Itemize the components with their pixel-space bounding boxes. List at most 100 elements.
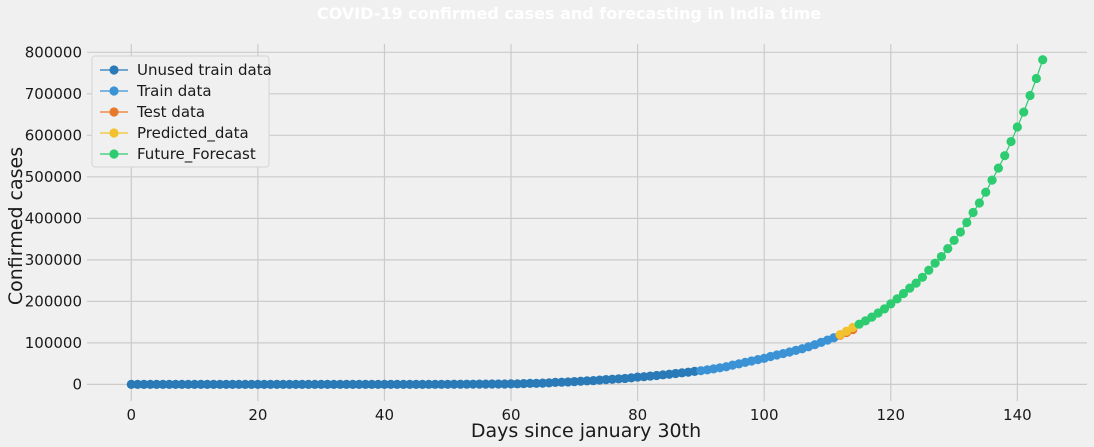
data-point xyxy=(208,379,219,389)
x-tick-label: 40 xyxy=(375,406,394,424)
series-layer xyxy=(126,55,1048,389)
data-point xyxy=(892,294,902,304)
data-point xyxy=(360,379,371,389)
x-tick-label: 140 xyxy=(1003,406,1032,424)
data-point xyxy=(968,207,978,218)
data-point xyxy=(316,379,326,389)
data-point xyxy=(417,379,428,389)
y-axis-ticks: 0 100000 200000 300000 400000 500000 600000 700… xyxy=(25,43,82,393)
series-future-forecast xyxy=(854,55,1048,329)
data-point xyxy=(917,272,928,282)
data-point xyxy=(379,379,390,389)
data-point xyxy=(278,379,288,389)
data-point xyxy=(303,379,314,389)
data-point xyxy=(367,379,377,389)
data-point xyxy=(455,379,466,389)
data-point xyxy=(449,379,459,389)
data-point xyxy=(1000,151,1010,161)
data-point xyxy=(981,187,991,197)
y-tick-label: 600000 xyxy=(25,126,82,144)
data-point xyxy=(911,278,921,288)
legend-label: Future_Forecast xyxy=(137,145,256,164)
data-point xyxy=(955,227,966,237)
legend-marker xyxy=(109,65,119,75)
data-point xyxy=(310,379,320,389)
data-point xyxy=(234,379,244,389)
y-tick-label: 500000 xyxy=(25,168,82,186)
data-point xyxy=(943,244,953,254)
data-point xyxy=(253,379,263,389)
data-point xyxy=(1019,107,1029,117)
y-tick-label: 200000 xyxy=(25,292,82,310)
data-point xyxy=(474,379,485,389)
data-point xyxy=(171,379,181,389)
data-point xyxy=(373,379,383,389)
y-tick-label: 700000 xyxy=(25,85,82,103)
legend-item-future-forecast: Future_Forecast xyxy=(100,145,256,164)
grid xyxy=(87,44,1087,401)
data-point xyxy=(462,379,472,389)
data-point xyxy=(183,379,193,389)
legend-label: Unused train data xyxy=(137,61,272,79)
data-point xyxy=(240,379,250,389)
data-point xyxy=(152,379,162,389)
y-tick-label: 400000 xyxy=(25,209,82,227)
y-tick-label: 300000 xyxy=(25,251,82,269)
data-point xyxy=(1025,90,1035,101)
data-point xyxy=(215,379,225,389)
y-axis-label: Confirmed cases xyxy=(5,147,27,305)
data-point xyxy=(962,217,972,228)
data-point xyxy=(133,379,143,389)
data-point xyxy=(126,379,136,389)
data-point xyxy=(284,379,295,389)
data-point xyxy=(924,265,934,275)
data-point xyxy=(196,379,206,389)
data-point xyxy=(487,379,497,389)
y-tick-label: 800000 xyxy=(25,43,82,61)
data-point xyxy=(525,378,535,388)
data-point xyxy=(392,379,402,389)
legend: Unused train data Train data Test data Pred… xyxy=(91,55,272,168)
y-tick-label: 100000 xyxy=(25,334,82,352)
data-point xyxy=(322,379,333,389)
legend-label: Predicted_data xyxy=(137,124,249,143)
legend-item-train-data: Train data xyxy=(100,82,212,100)
data-point xyxy=(905,283,915,293)
data-point xyxy=(468,379,478,389)
legend-label: Train data xyxy=(136,82,212,100)
data-point xyxy=(1006,136,1016,147)
legend-item-predicted-data: Predicted_data xyxy=(100,124,249,143)
data-point xyxy=(949,235,959,245)
data-point xyxy=(398,379,409,389)
data-point xyxy=(930,258,940,268)
x-axis-ticks: 0 20 40 60 80 100 120 140 xyxy=(127,406,1032,424)
x-tick-label: 80 xyxy=(628,406,647,424)
x-tick-label: 100 xyxy=(750,406,779,424)
chart-title: COVID-19 confirmed cases and forecasting… xyxy=(317,4,821,23)
data-point xyxy=(164,379,174,389)
data-point xyxy=(506,379,516,389)
data-point xyxy=(139,379,149,389)
data-point xyxy=(879,304,890,314)
data-point xyxy=(436,379,447,389)
data-point xyxy=(1031,73,1041,84)
data-point xyxy=(1038,55,1048,65)
legend-marker xyxy=(109,86,119,96)
data-point xyxy=(202,379,212,389)
data-point xyxy=(221,379,231,389)
data-point xyxy=(386,379,396,389)
data-point xyxy=(493,379,503,389)
x-tick-label: 0 xyxy=(127,406,137,424)
series-unused-train-data xyxy=(126,366,700,389)
data-point xyxy=(936,251,947,262)
data-point xyxy=(411,379,421,389)
legend-item-unused-train-data: Unused train data xyxy=(100,61,272,79)
data-point xyxy=(145,379,155,389)
data-point xyxy=(341,379,352,389)
x-tick-label: 20 xyxy=(248,406,267,424)
legend-marker xyxy=(109,128,119,138)
data-point xyxy=(987,175,997,185)
data-point xyxy=(1012,122,1022,132)
